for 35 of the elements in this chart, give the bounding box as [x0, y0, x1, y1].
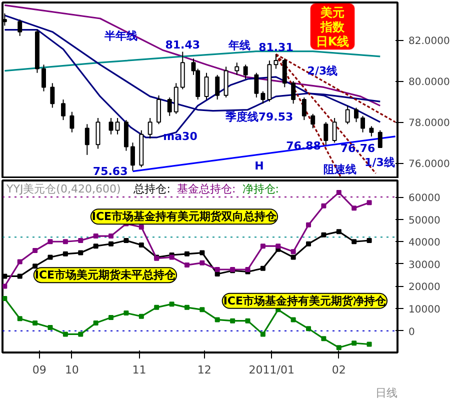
y-tick-label: 78.0000 [408, 118, 450, 130]
text: 美元指数日K线 [316, 6, 350, 48]
y-tick-label: 80.0000 [408, 77, 450, 88]
y-tick-label: 30000 [408, 260, 440, 271]
annotation: ICE市场美元期货未平总持仓 [34, 268, 177, 282]
x-tick-label: 10 [64, 364, 79, 376]
annotation: ICE市场基金持有美元期货净持仓 [223, 294, 388, 308]
annotation: 75.63 [92, 165, 128, 178]
annotation: 1/3线 [364, 156, 395, 170]
annotation: 2/3线 [307, 64, 338, 78]
x-tick-label: 11 [132, 364, 146, 376]
y-tick-label: 60000 [408, 193, 440, 204]
x-tick-label: 09 [32, 364, 46, 376]
y-tick-label: 10000 [408, 304, 440, 316]
y-tick-label: 82.0000 [408, 36, 450, 48]
annotation: 季度线79.53 [224, 110, 294, 124]
text: 净持仓: [242, 182, 280, 196]
text: 总持仓: [132, 182, 170, 196]
annotation: ma30 [163, 130, 198, 143]
annotation: 81.43 [165, 38, 200, 52]
annotation: 年线 [228, 39, 250, 52]
annotation: 阻速线 [324, 163, 357, 176]
x-tick-label: 12 [197, 364, 212, 376]
text: 基金总持仓: [177, 182, 236, 196]
chart-title: YYJ美元仓(0,420,600) [6, 182, 121, 196]
text: 日线 [376, 386, 398, 400]
y-tick-label: 20000 [408, 282, 440, 294]
y-tick-label: 50000 [408, 215, 440, 226]
x-tick-label: 02 [332, 364, 346, 376]
annotation: ICE市场基金持有美元期货双向总持仓 [92, 210, 278, 224]
y-tick-label: 40000 [408, 238, 440, 249]
x-tick-label: 2011/01 [248, 364, 294, 376]
y-tick-label: 0 [408, 326, 415, 338]
y-tick-label: 76.0000 [408, 159, 450, 170]
annotation: H [254, 160, 264, 173]
